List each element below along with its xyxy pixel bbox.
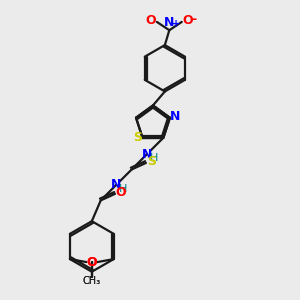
Text: N: N <box>111 178 122 191</box>
Text: N: N <box>164 16 175 29</box>
Text: O: O <box>86 256 97 268</box>
Text: H: H <box>149 154 158 164</box>
Text: N: N <box>142 148 152 160</box>
Text: O: O <box>182 14 193 27</box>
Text: +: + <box>172 19 180 29</box>
Text: CH₃: CH₃ <box>83 276 101 286</box>
Text: N: N <box>170 110 181 123</box>
Text: S: S <box>133 131 142 144</box>
Text: H: H <box>118 184 127 194</box>
Text: O: O <box>115 186 126 199</box>
Text: CH₃: CH₃ <box>82 276 101 286</box>
Text: -: - <box>192 13 197 26</box>
Text: S: S <box>147 155 156 168</box>
Text: O: O <box>146 14 156 27</box>
Text: O: O <box>87 256 97 268</box>
